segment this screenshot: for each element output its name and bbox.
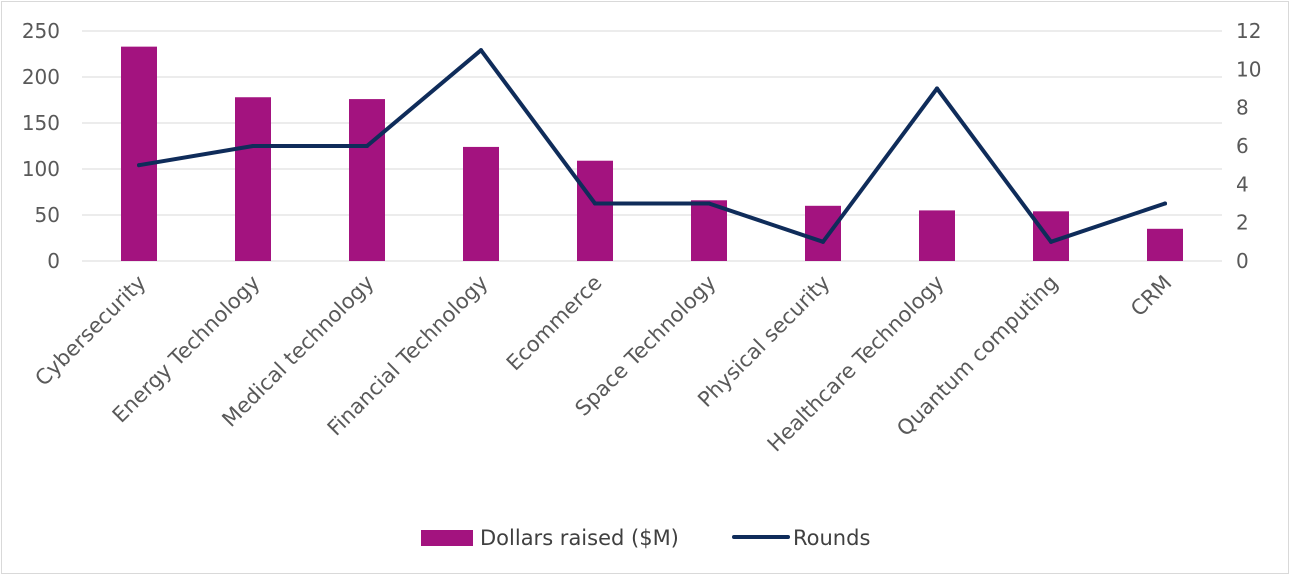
left-tick-label: 100	[22, 157, 60, 181]
right-tick-label: 4	[1236, 172, 1249, 196]
bar-0	[121, 46, 157, 261]
legend-label-dollars: Dollars raised ($M)	[480, 526, 679, 550]
bar-series	[121, 46, 1183, 262]
line-series	[137, 48, 1167, 244]
right-tick-label: 10	[1236, 57, 1261, 81]
left-tick-label: 250	[22, 19, 60, 43]
right-tick-label: 8	[1236, 96, 1249, 120]
category-label: Ecommerce	[502, 271, 607, 376]
rounds-point-0	[137, 163, 141, 168]
bar-9	[1147, 228, 1183, 261]
rounds-point-1	[251, 144, 255, 148]
rounds-point-4	[593, 201, 597, 206]
left-tick-label: 200	[22, 65, 60, 89]
right-tick-label: 0	[1236, 249, 1249, 273]
legend-label-rounds: Rounds	[793, 526, 870, 550]
rounds-point-7	[935, 86, 939, 91]
left-tick-label: 150	[22, 111, 60, 135]
rounds-point-2	[365, 144, 369, 148]
category-label: CRM	[1126, 271, 1176, 321]
right-tick-label: 2	[1236, 211, 1249, 235]
rounds-point-8	[1049, 239, 1053, 244]
bar-6	[805, 205, 841, 261]
legend: Dollars raised ($M) Rounds	[421, 526, 870, 550]
rounds-point-3	[479, 48, 483, 53]
right-axis-ticks: 0 2 4 6 8 10 12	[1236, 19, 1261, 273]
right-tick-label: 6	[1236, 134, 1249, 158]
bar-3	[463, 146, 499, 261]
bar-7	[919, 210, 955, 261]
bar-2	[349, 99, 385, 261]
bar-1	[235, 97, 271, 262]
left-tick-label: 50	[35, 203, 60, 227]
bar-4	[577, 160, 613, 261]
legend-swatch-dollars	[421, 530, 473, 546]
left-axis-ticks: 0 50 100 150 200 250	[22, 19, 60, 273]
bar-5	[691, 200, 727, 261]
right-tick-label: 12	[1236, 19, 1261, 43]
category-label: Cybersecurity	[30, 271, 150, 391]
left-tick-label: 0	[47, 249, 60, 273]
rounds-point-6	[821, 239, 825, 244]
rounds-point-9	[1163, 201, 1167, 206]
rounds-line	[137, 48, 1167, 244]
rounds-point-5	[707, 201, 711, 206]
